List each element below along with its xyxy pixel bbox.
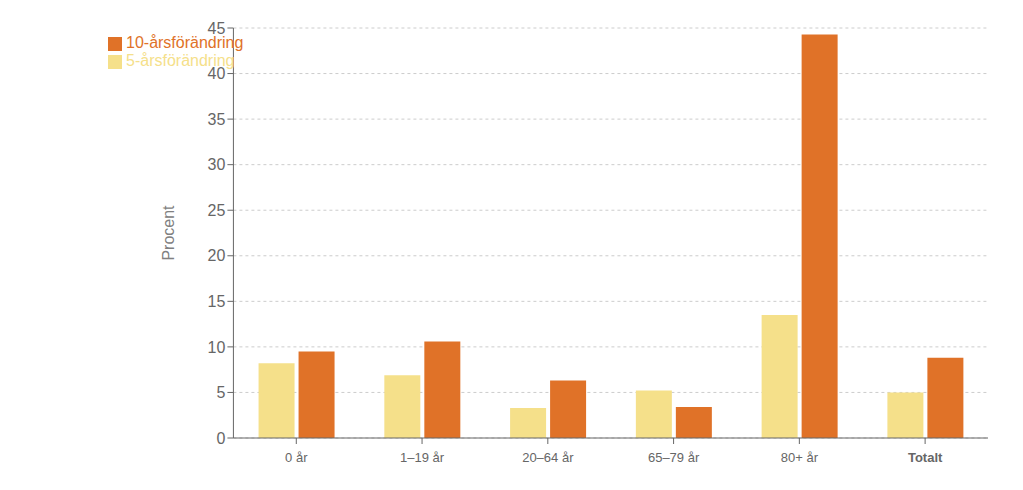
svg-text:80+ år: 80+ år [781,450,819,465]
svg-text:1–19 år: 1–19 år [400,450,445,465]
svg-text:20: 20 [208,247,226,264]
svg-text:45: 45 [208,20,226,37]
svg-text:0: 0 [217,430,226,447]
svg-text:30: 30 [208,156,226,173]
svg-text:20–64 år: 20–64 år [522,450,574,465]
html-text:10-årsförändring: 10-årsförändring [126,34,244,51]
svg-text:65–79 år: 65–79 år [648,450,700,465]
svg-text:15: 15 [208,293,226,310]
svg-text:0 år: 0 år [285,450,308,465]
svg-text:35: 35 [208,111,226,128]
svg-text:10: 10 [208,339,226,356]
svg-text:Totalt: Totalt [908,450,943,465]
svg-text:5: 5 [217,384,226,401]
svg-text:40: 40 [208,65,226,82]
svg-text:25: 25 [208,202,226,219]
svg-text:Procent: Procent [160,205,177,261]
html-text:5-årsförändring: 5-årsförändring [126,52,235,69]
